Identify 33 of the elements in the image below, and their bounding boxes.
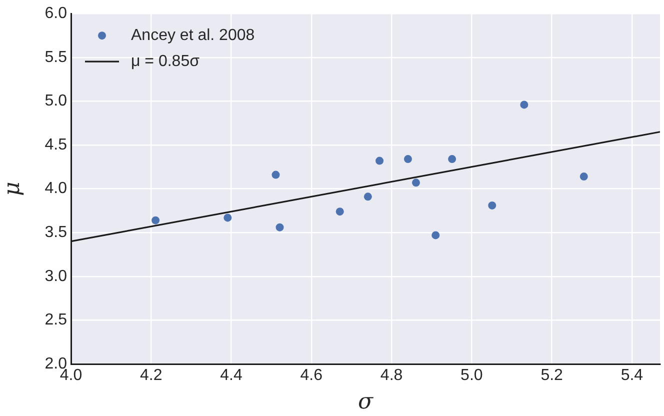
y-tick-label: 5.0 <box>44 92 68 110</box>
x-tick-label: 4.2 <box>140 367 162 384</box>
point <box>152 216 160 224</box>
legend-label: Ancey et al. 2008 <box>131 27 255 44</box>
x-tick-label: 5.4 <box>620 367 644 384</box>
y-tick-label: 6.0 <box>44 5 68 22</box>
legend-label: μ = 0.85σ <box>131 53 200 70</box>
y-axis-title: μ <box>0 182 25 196</box>
x-axis-title: σ <box>358 390 374 415</box>
x-tick-label: 4.4 <box>220 367 242 384</box>
x-tick-label: 4.6 <box>300 367 323 384</box>
point <box>448 155 456 164</box>
point <box>276 223 284 232</box>
y-tick-label: 3.5 <box>44 224 68 242</box>
x-tick-label: 4.8 <box>380 367 403 384</box>
point <box>488 201 496 210</box>
point <box>272 170 280 179</box>
point <box>432 231 440 240</box>
point <box>520 100 528 109</box>
point <box>364 192 372 201</box>
y-tick-label: 3.0 <box>44 268 68 285</box>
y-tick-label: 5.5 <box>44 48 68 66</box>
x-tick-label: 5.2 <box>540 367 564 384</box>
y-tick-label: 4.0 <box>44 180 68 198</box>
point <box>404 155 412 164</box>
point <box>376 156 384 165</box>
x-tick-label: 5.0 <box>460 367 483 384</box>
point <box>412 178 420 187</box>
y-tick-label: 2.5 <box>44 312 68 329</box>
point <box>336 208 344 216</box>
point <box>224 214 232 222</box>
point <box>580 172 588 181</box>
y-tick-label: 4.5 <box>44 136 68 154</box>
